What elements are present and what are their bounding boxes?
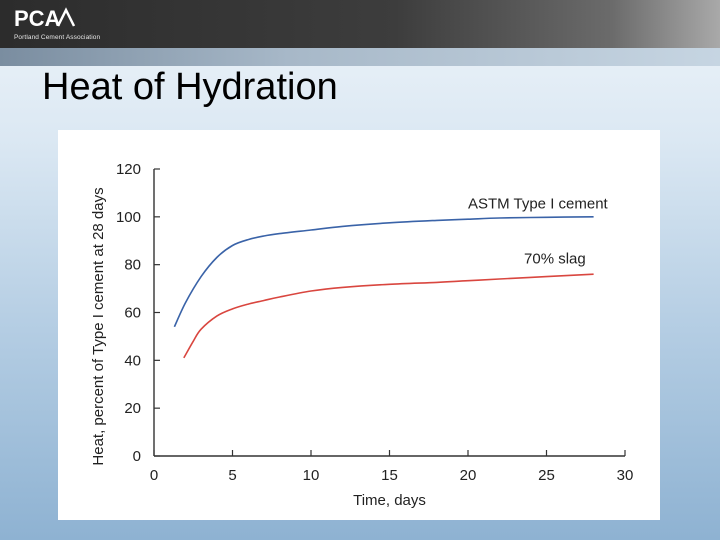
series-line-astm — [173, 216, 594, 328]
logo-text: PCA — [14, 6, 61, 31]
series-label-slag: 70% slag — [524, 250, 586, 267]
pca-logo-mark: PCA — [14, 6, 76, 31]
y-axis-ticks: 0 20 40 60 80 100 120 — [116, 161, 160, 465]
x-tick-label: 0 — [150, 467, 158, 484]
slide-title: Heat of Hydration — [42, 66, 338, 108]
x-axis-title: Time, days — [353, 492, 426, 509]
x-axis-ticks: 0 5 10 15 20 25 30 — [150, 450, 634, 484]
pca-logo: PCA Portland Cement Association — [14, 4, 134, 44]
y-tick-label: 0 — [133, 448, 141, 465]
header-bar: PCA Portland Cement Association — [0, 0, 720, 48]
y-tick-label: 80 — [124, 257, 141, 274]
x-tick-label: 15 — [381, 467, 398, 484]
y-tick-label: 40 — [124, 352, 141, 369]
header-separator — [0, 48, 720, 66]
logo-subtitle: Portland Cement Association — [14, 34, 101, 41]
y-tick-label: 100 — [116, 209, 141, 226]
x-tick-label: 10 — [303, 467, 320, 484]
logo-chevron-icon — [56, 7, 76, 27]
x-tick-label: 25 — [538, 467, 555, 484]
series-lines — [173, 216, 594, 359]
y-tick-label: 20 — [124, 400, 141, 417]
series-line-slag — [183, 273, 594, 359]
x-tick-label: 30 — [617, 467, 634, 484]
y-tick-label: 120 — [116, 161, 141, 178]
x-tick-label: 20 — [460, 467, 477, 484]
x-tick-label: 5 — [228, 467, 236, 484]
series-label-astm: ASTM Type I cement — [468, 195, 609, 212]
chart-panel: 0 20 40 60 80 100 120 0 5 10 15 20 25 30 Time, days … — [58, 130, 660, 520]
y-tick-label: 60 — [124, 305, 141, 322]
y-axis-title: Heat, percent of Type I cement at 28 day… — [90, 187, 107, 465]
